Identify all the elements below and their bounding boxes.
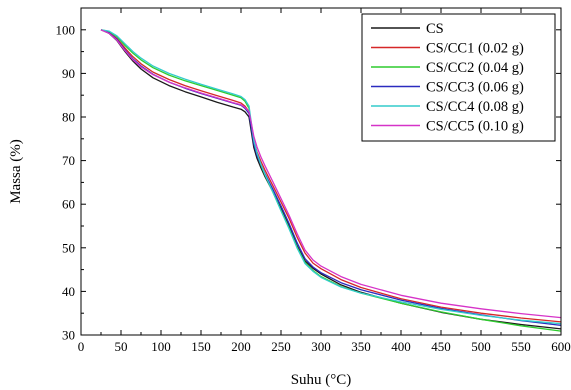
x-tick-label: 150 — [191, 339, 211, 354]
series-group — [100, 29, 562, 332]
legend-box — [361, 13, 556, 142]
x-tick-label: 50 — [115, 339, 128, 354]
x-tick-label: 350 — [351, 339, 371, 354]
y-tick-label: 100 — [56, 22, 76, 37]
x-tick-label: 400 — [391, 339, 411, 354]
x-tick-label: 200 — [231, 339, 251, 354]
y-tick-label: 90 — [62, 66, 75, 81]
legend-label: CS/CC2 (0.04 g) — [426, 60, 524, 76]
y-axis-title: Massa (%) — [8, 139, 24, 204]
y-tick-label: 30 — [62, 328, 75, 343]
y-tick-label: 80 — [62, 110, 75, 125]
y-tick-label: 60 — [62, 197, 75, 212]
y-axis-ticks: 30 40 50 60 70 80 90 100 — [56, 22, 561, 343]
legend-label: CS — [426, 21, 444, 37]
series-line-6 — [100, 29, 562, 319]
x-tick-label: 500 — [471, 339, 491, 354]
series-line-1 — [100, 29, 562, 330]
x-axis-title: Suhu (°C) — [291, 372, 352, 388]
x-tick-label: 550 — [511, 339, 531, 354]
x-tick-label: 600 — [551, 339, 571, 354]
x-tick-label: 450 — [431, 339, 451, 354]
x-tick-label: 300 — [311, 339, 331, 354]
legend-label: CS/CC5 (0.10 g) — [426, 119, 524, 135]
x-tick-label: 100 — [151, 339, 171, 354]
y-tick-label: 70 — [62, 153, 75, 168]
x-tick-label: 0 — [78, 339, 85, 354]
legend-label: CS/CC1 (0.02 g) — [426, 41, 524, 57]
legend-label: CS/CC3 (0.06 g) — [426, 80, 524, 96]
series-line-5 — [100, 29, 562, 325]
y-tick-label: 50 — [62, 240, 75, 255]
x-tick-label: 250 — [271, 339, 291, 354]
x-axis-ticks: 0 50 100 150 200 250 300 350 400 450 500 550 600 — [78, 8, 571, 354]
legend-label: CS/CC4 (0.08 g) — [426, 99, 524, 115]
legend: CS CS/CC1 (0.02 g) CS/CC2 (0.04 g) CS/CC3 (… — [361, 13, 556, 142]
y-tick-label: 40 — [62, 284, 75, 299]
